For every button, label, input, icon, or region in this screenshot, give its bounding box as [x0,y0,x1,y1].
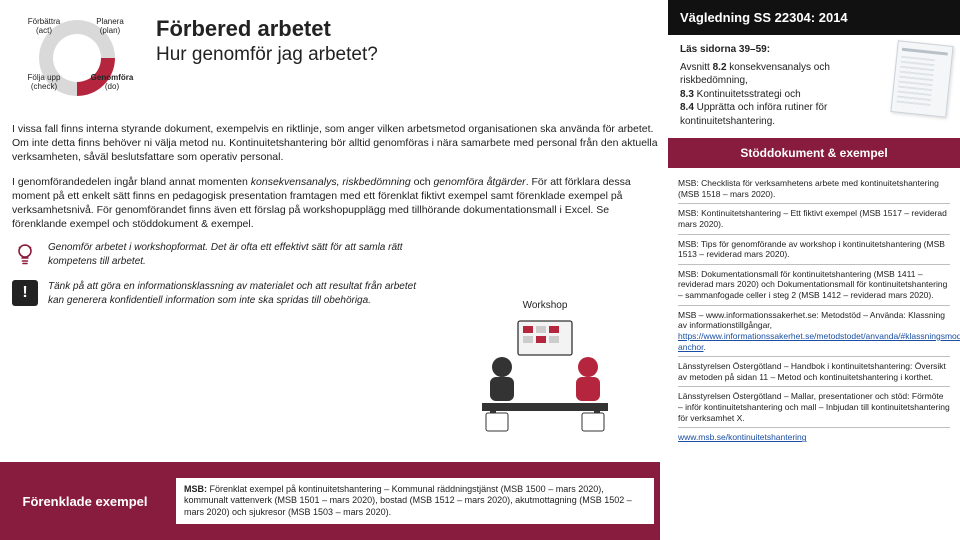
pdca-act-sub: (act) [36,26,52,35]
pdca-act-text: Förbättra [28,17,60,26]
tip-workshop: Genomför arbetet i workshopformat. Det ä… [12,241,432,268]
examples-bar: Förenklade exempel MSB: Förenklat exempe… [0,462,660,540]
workshop-caption: Workshop [450,300,640,311]
read-section: Läs sidorna 39–59: Avsnitt 8.2 konsekven… [668,35,960,138]
tip-warning-text: Tänk på att göra en informationsklassnin… [48,280,432,307]
document-thumbnail-icon [890,40,953,117]
doc-item: MSB: Dokumentationsmall för kontinuitets… [678,265,950,306]
pdca-do-label: Genomföra (do) [84,74,140,92]
guide-title-bar: Vägledning SS 22304: 2014 [668,0,960,35]
pdca-check-label: Följa upp (check) [16,74,72,92]
read-l2b: Kontinuitetsstrategi och [694,89,801,100]
title-block: Förbered arbetet Hur genomför jag arbete… [156,8,378,66]
read-heading: Läs sidorna 39–59: [680,44,770,55]
tip-warning: ! Tänk på att göra en informationsklassn… [12,280,432,307]
doc4-a: MSB – www.informationssakerhet.se: Metod… [678,310,945,331]
read-l1b: 8.2 [713,62,727,73]
tips-block: Genomför arbetet i workshopformat. Det ä… [12,241,432,307]
doc-item: MSB: Tips för genomförande av workshop i… [678,235,950,265]
body-text: I vissa fall finns interna styrande doku… [12,122,660,231]
lightbulb-icon [12,241,38,267]
doc-item: MSB: Checklista för verksamhetens arbete… [678,174,950,204]
right-column: Vägledning SS 22304: 2014 Läs sidorna 39… [668,0,960,540]
page-subtitle: Hur genomför jag arbetet? [156,44,378,66]
read-l2a: 8.3 [680,89,694,100]
examples-body: Förenklat exempel på kontinuitetshanteri… [184,484,632,517]
pdca-do-text: Genomföra [91,73,134,82]
examples-lead: MSB: [184,484,210,494]
doc-item: www.msb.se/kontinuitetshantering [678,428,950,447]
doc-item: Länsstyrelsen Östergötland – Mallar, pre… [678,387,950,428]
pdca-check-text: Följa upp [28,73,61,82]
paragraph-1: I vissa fall finns interna styrande doku… [12,122,660,165]
p2-em2: genomföra åtgärder [433,176,525,188]
doc-link[interactable]: https://www.informationssakerhet.se/meto… [678,331,960,352]
p2-b: och [411,176,434,188]
support-doc-list: MSB: Checklista för verksamhetens arbete… [668,168,960,455]
header-row: Förbättra (act) Planera (plan) Följa upp… [12,8,660,108]
page-title: Förbered arbetet [156,16,378,42]
workshop-illustration [460,315,630,435]
read-l3a: 8.4 [680,102,694,113]
read-l1a: Avsnitt [680,62,713,73]
main-column: Förbättra (act) Planera (plan) Följa upp… [12,8,660,319]
examples-label: Förenklade exempel [0,494,170,509]
pdca-check-sub: (check) [31,82,57,91]
p2-em1: konsekvensanalys, riskbedömning [251,176,411,188]
doc-item: MSB: Kontinuitetshantering – Ett fiktivt… [678,204,950,234]
pdca-act-label: Förbättra (act) [16,18,72,36]
workshop-figure: Workshop [450,300,640,438]
tip-workshop-text: Genomför arbetet i workshopformat. Det ä… [48,241,432,268]
pdca-plan-text: Planera [96,17,124,26]
pdca-plan-label: Planera (plan) [84,18,136,36]
support-title-bar: Stöddokument & exempel [668,138,960,168]
examples-text: MSB: Förenklat exempel på kontinuitetsha… [176,478,654,524]
paragraph-2: I genomförandedelen ingår bland annat mo… [12,175,660,232]
pdca-cycle-diagram: Förbättra (act) Planera (plan) Följa upp… [12,8,142,108]
pdca-plan-sub: (plan) [100,26,120,35]
pdca-do-sub: (do) [105,82,119,91]
doc-item: MSB – www.informationssakerhet.se: Metod… [678,306,950,358]
p2-a: I genomförandedelen ingår bland annat mo… [12,176,251,188]
doc-link[interactable]: www.msb.se/kontinuitetshantering [678,432,807,442]
exclamation-icon: ! [12,280,38,306]
read-l3b: Upprätta och införa rutiner för kontinui… [680,102,827,127]
doc-item: Länsstyrelsen Östergötland – Handbok i k… [678,357,950,387]
doc4-b: . [704,342,706,352]
